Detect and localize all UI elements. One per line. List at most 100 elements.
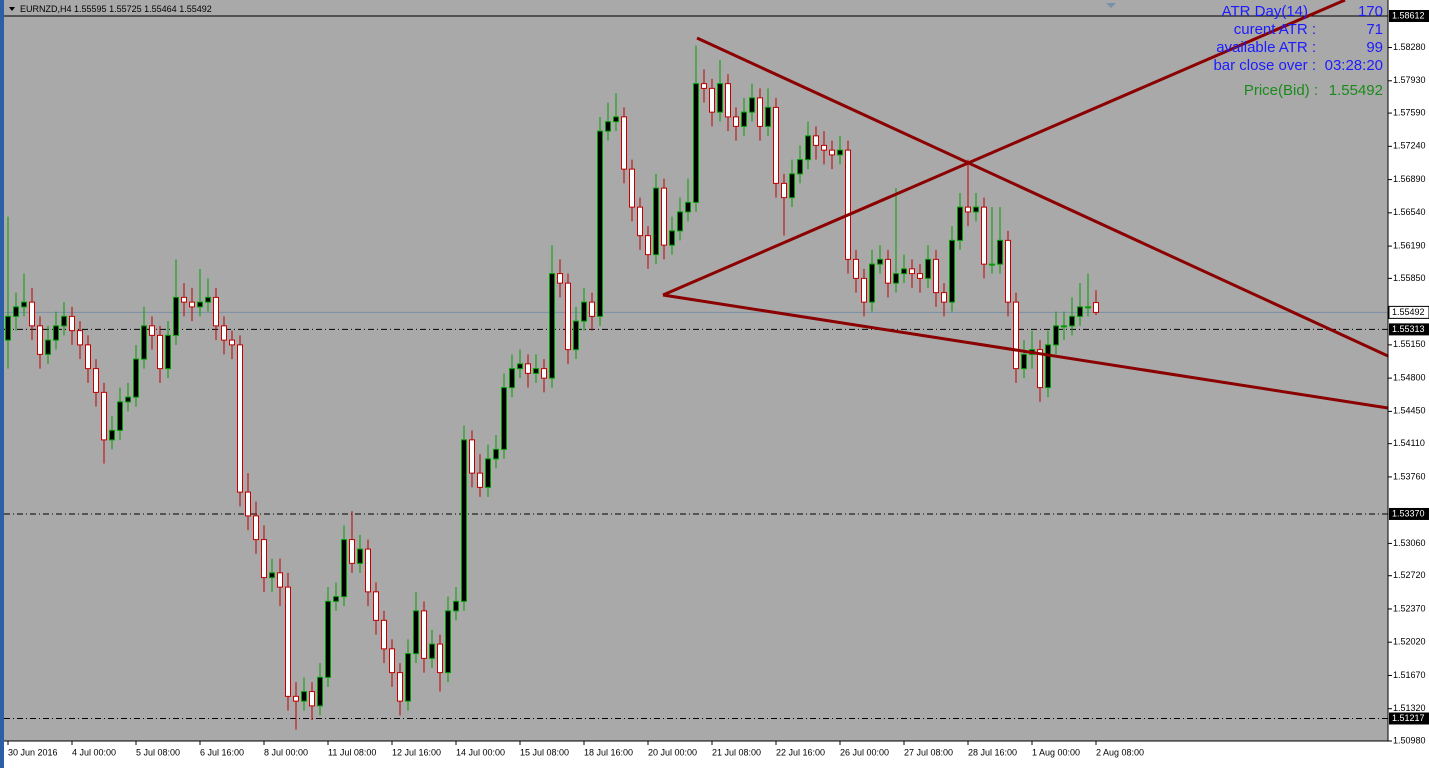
candle-body xyxy=(645,235,651,256)
y-tick-label: 1.57590 xyxy=(1393,107,1426,117)
candle-body xyxy=(61,315,67,327)
level-box xyxy=(1389,323,1429,336)
candle-body xyxy=(397,672,403,702)
candle-body xyxy=(869,263,875,303)
scroll-marker xyxy=(1106,3,1116,8)
candle-body xyxy=(1077,306,1083,317)
trendline xyxy=(662,0,1346,297)
quote-open: 1.55595 xyxy=(74,4,107,14)
x-tick-label: 27 Jul 08:00 xyxy=(904,747,953,757)
x-tick-label: 2 Aug 08:00 xyxy=(1096,747,1144,757)
candle-body xyxy=(917,273,923,279)
candle-body xyxy=(757,97,763,127)
candle-body xyxy=(725,83,731,118)
trendlines xyxy=(662,0,1388,410)
candle-body xyxy=(773,106,779,184)
candle-body xyxy=(805,135,811,161)
x-tick-label: 28 Jul 16:00 xyxy=(968,747,1017,757)
level-label: 1.55313 xyxy=(1392,324,1425,334)
candle-body xyxy=(293,695,299,702)
candle-body xyxy=(573,320,579,351)
candle-body xyxy=(309,691,315,707)
candle-body xyxy=(549,273,555,379)
candle-body xyxy=(213,296,219,327)
trendline xyxy=(662,293,1388,410)
y-tick-label: 1.57240 xyxy=(1393,141,1426,151)
candle-body xyxy=(381,619,387,650)
candle-body xyxy=(261,539,267,579)
candle-body xyxy=(477,472,483,488)
candle-body xyxy=(669,230,675,246)
candle-body xyxy=(45,339,51,355)
y-tick-label: 1.53060 xyxy=(1393,538,1426,548)
candle-body xyxy=(317,676,323,707)
level-box xyxy=(1389,10,1429,22)
quote-low: 1.55464 xyxy=(144,4,177,14)
candle-body xyxy=(749,97,755,113)
y-tick-label: 1.53760 xyxy=(1393,471,1426,481)
price-value: 1.55492 xyxy=(1329,82,1383,99)
indicator-label: curent ATR : xyxy=(1234,21,1316,38)
y-tick-label: 1.55850 xyxy=(1393,273,1426,283)
y-tick-label: 1.54110 xyxy=(1393,438,1425,448)
x-tick-label: 1 Aug 00:00 xyxy=(1032,747,1080,757)
symbol: EURNZD,H4 xyxy=(20,4,72,14)
candle-body xyxy=(357,548,363,564)
level-label: 1.58612 xyxy=(1392,10,1425,20)
candle-body xyxy=(437,643,443,674)
candle-body xyxy=(333,596,339,602)
y-tick-label: 1.56890 xyxy=(1393,174,1426,184)
candle-body xyxy=(37,325,43,355)
y-tick-label: 1.52370 xyxy=(1393,603,1426,613)
bid-box xyxy=(1388,305,1429,319)
candle-body xyxy=(693,83,699,203)
indicator-label: available ATR : xyxy=(1216,39,1316,56)
x-tick-label: 21 Jul 08:00 xyxy=(712,747,761,757)
candle-body xyxy=(445,610,451,674)
candle-body xyxy=(1069,315,1075,327)
candle-body xyxy=(973,206,979,213)
candle-body xyxy=(165,334,171,370)
candle-body xyxy=(453,600,459,612)
candle-body xyxy=(181,296,187,303)
bid-label: 1.55492 xyxy=(1392,307,1425,317)
x-tick-label: 30 Jun 2016 xyxy=(8,747,58,757)
candle-body xyxy=(533,368,539,374)
candle-body xyxy=(421,610,427,659)
candle-body xyxy=(933,258,939,294)
candle-body xyxy=(29,301,35,327)
candle-body xyxy=(949,239,955,303)
candle-body xyxy=(957,206,963,241)
candle-body xyxy=(557,273,563,284)
candle-body xyxy=(1021,353,1027,370)
candle-body xyxy=(5,315,11,341)
candle-body xyxy=(837,149,843,156)
candle-body xyxy=(789,173,795,199)
candle-body xyxy=(1061,325,1067,328)
candle-body xyxy=(637,206,643,237)
candle-body xyxy=(21,301,27,308)
y-tick-label: 1.56190 xyxy=(1393,240,1426,250)
candle-body xyxy=(981,206,987,265)
candle-body xyxy=(853,258,859,279)
candle-body xyxy=(541,368,547,379)
x-tick-label: 6 Jul 16:00 xyxy=(200,747,244,757)
candle-body xyxy=(301,691,307,702)
candle-body xyxy=(373,591,379,621)
indicator-value: 71 xyxy=(1366,21,1383,38)
x-tick-label: 11 Jul 08:00 xyxy=(328,747,376,757)
candle-body xyxy=(509,368,515,389)
candle-body xyxy=(277,572,283,588)
candle-body xyxy=(389,648,395,674)
candle-body xyxy=(365,548,371,593)
candle-body xyxy=(829,149,835,156)
y-tick-label: 1.52020 xyxy=(1393,637,1426,647)
level-box xyxy=(1389,507,1429,520)
x-tick-label: 4 Jul 00:00 xyxy=(72,747,116,757)
plot xyxy=(4,15,1388,730)
candle-body xyxy=(141,325,147,360)
header: EURNZD,H4 1.55595 1.55725 1.55464 1.5549… xyxy=(9,4,212,14)
candle-body xyxy=(997,239,1003,265)
